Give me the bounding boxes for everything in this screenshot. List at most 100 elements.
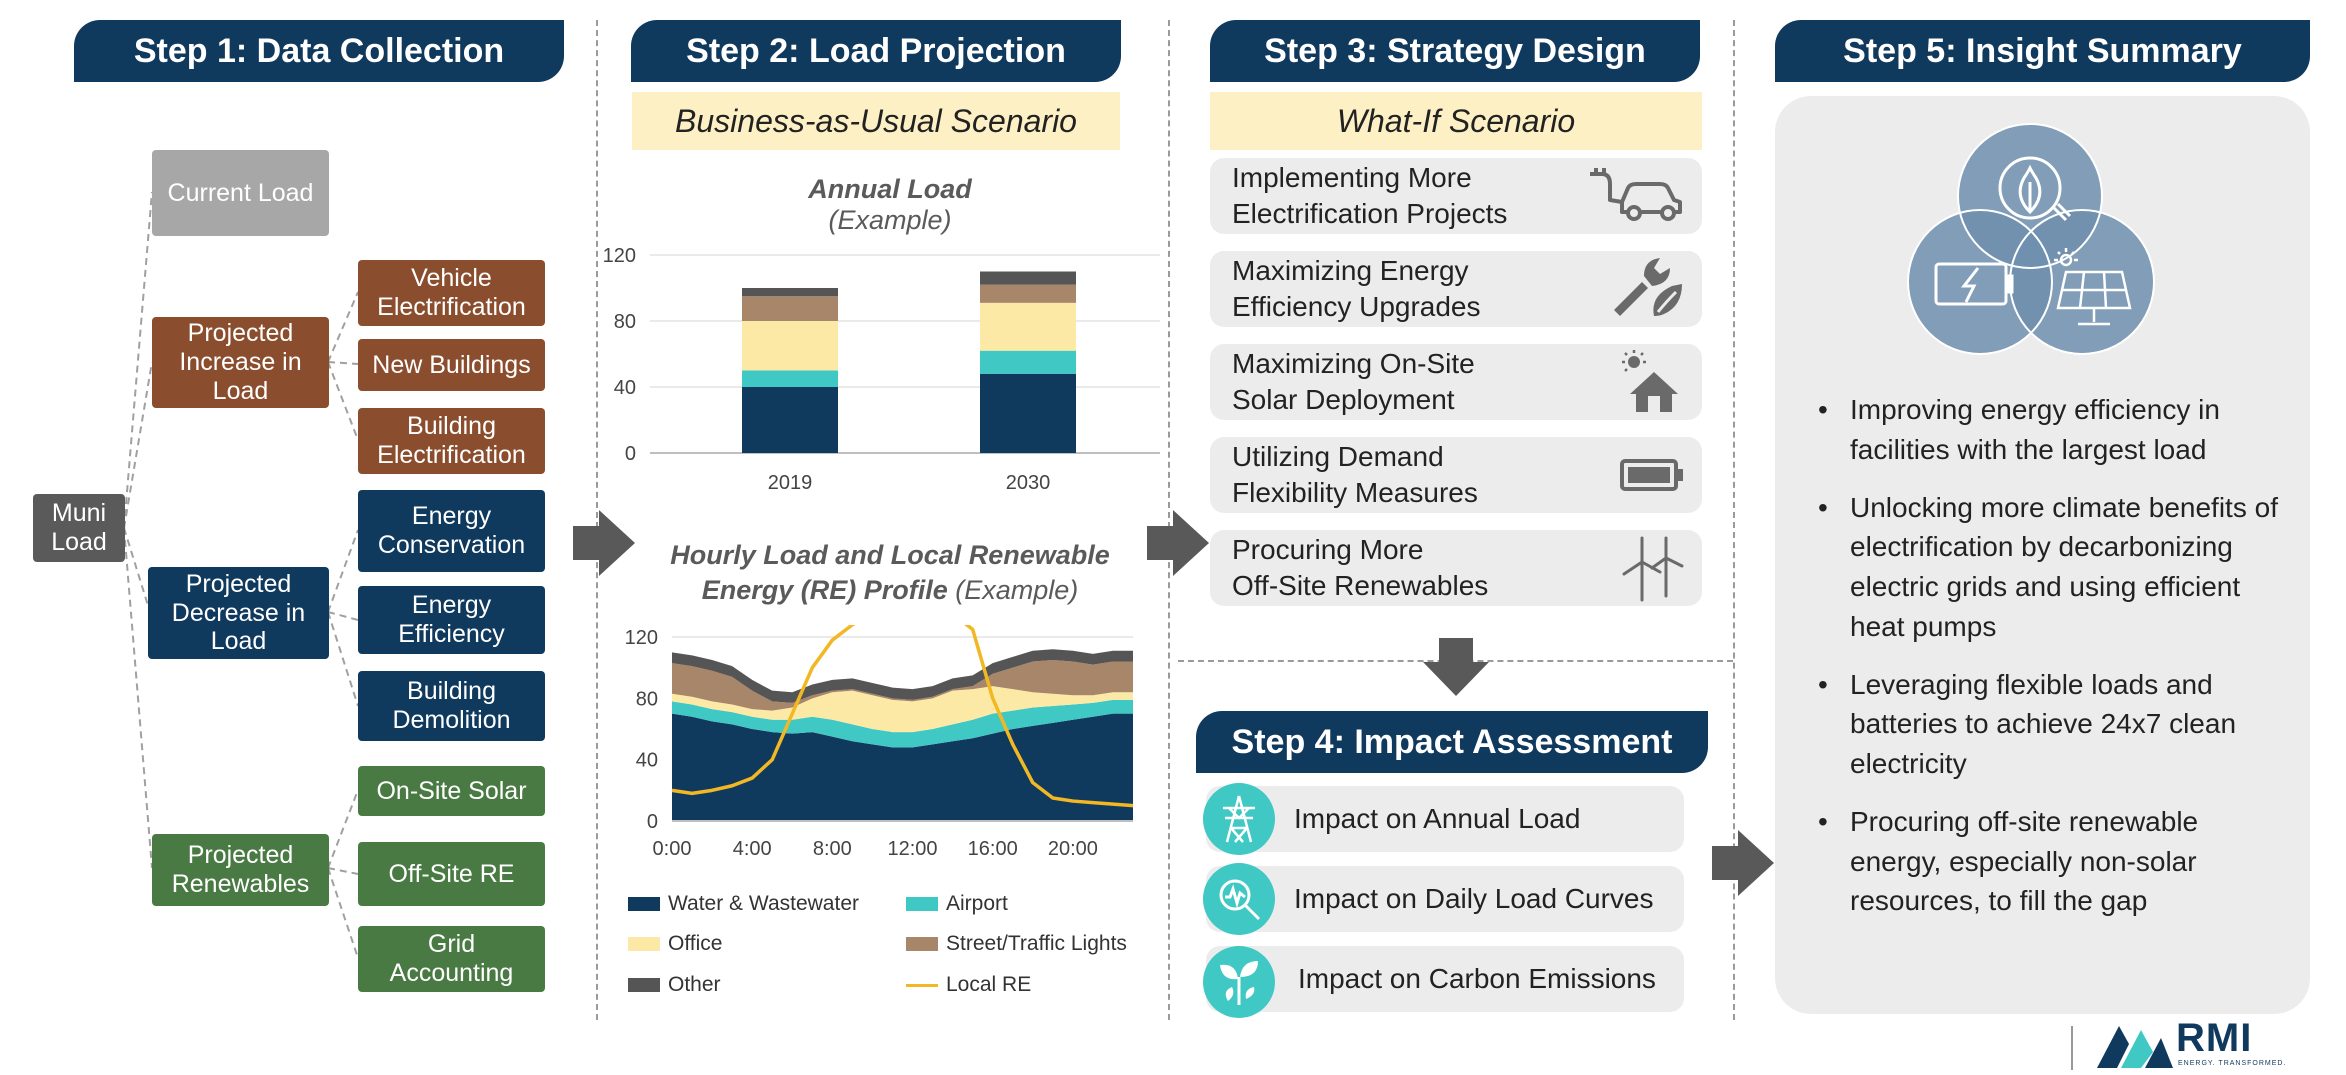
- y-tick-label: 120: [625, 627, 658, 649]
- new-buildings-node: New Buildings: [358, 339, 545, 391]
- battery-charging-icon: [1934, 262, 2014, 306]
- insight-bullet: Procuring off-site renewable energy, esp…: [1816, 802, 2286, 921]
- current-load-node: Current Load: [152, 150, 329, 236]
- step2-scenario-label: Business-as-Usual Scenario: [632, 92, 1120, 150]
- transmission-tower-icon: [1203, 783, 1275, 855]
- hourly-load-title: Hourly Load and Local Renewable Energy (…: [670, 540, 1110, 606]
- x-tick-label: 8:00: [813, 838, 852, 860]
- vehicle-electrification-node: Vehicle Electrification: [358, 260, 545, 326]
- insight-bullet: Unlocking more climate benefits of elect…: [1816, 488, 2286, 647]
- projected-decrease-node: Projected Decrease in Load: [148, 567, 329, 659]
- legend-other: Other: [628, 973, 721, 997]
- step4-header: Step 4: Impact Assessment: [1196, 711, 1708, 773]
- x-tick-label: 16:00: [968, 838, 1018, 860]
- bar-segment: [980, 373, 1076, 453]
- rmi-logo-mark: [2097, 1026, 2173, 1068]
- arrow-step2-to-step3: [1147, 510, 1209, 576]
- area-series: [672, 686, 1133, 733]
- bar-segment: [980, 284, 1076, 303]
- bar-segment: [980, 350, 1076, 374]
- y-tick-label: 40: [614, 377, 636, 399]
- bar-segment: [742, 321, 838, 371]
- x-tick-label: 0:00: [653, 838, 692, 860]
- legend-water: Water & Wastewater: [628, 892, 859, 916]
- y-tick-label: 40: [636, 750, 658, 772]
- strategy-efficiency: Maximizing Energy Efficiency Upgrades: [1210, 251, 1702, 327]
- bar-segment: [742, 370, 838, 387]
- hourly-chart-legend: Water & Wastewater Airport Office Street…: [628, 892, 1158, 1002]
- area-series: [672, 649, 1133, 703]
- annual-load-title: Annual Load (Example): [808, 174, 972, 235]
- legend-office: Office: [628, 932, 722, 956]
- impact-daily-load-curves: Impact on Daily Load Curves: [1206, 866, 1684, 932]
- step1-tree-connectors: [123, 191, 359, 959]
- y-tick-label: 0: [647, 811, 658, 833]
- local-re-line: [671, 625, 1134, 808]
- area-series: [672, 699, 1133, 748]
- area-series: [672, 713, 1133, 821]
- step5-header: Step 5: Insight Summary: [1775, 20, 2310, 82]
- bar-segment: [980, 271, 1076, 285]
- insight-bullet: Leveraging flexible loads and batteries …: [1816, 665, 2286, 784]
- impact-annual-load: Impact on Annual Load: [1206, 786, 1684, 852]
- step1-header: Step 1: Data Collection: [74, 20, 564, 82]
- insight-venn-diagram: [1907, 123, 2155, 355]
- divider-3: [1733, 20, 1735, 1020]
- step3-scenario-label: What-If Scenario: [1210, 92, 1702, 150]
- arrow-step3-to-step4: [1423, 638, 1489, 696]
- insight-bullet: Improving energy efficiency in facilitie…: [1816, 390, 2286, 470]
- arrow-step4-to-step5: [1712, 830, 1774, 896]
- energy-conservation-node: Energy Conservation: [358, 490, 545, 572]
- bar-segment: [742, 288, 838, 297]
- off-site-re-node: Off-Site RE: [358, 842, 545, 906]
- hourly-load-area-chart: 0 40 80 120 0:00 4:00 8:00 12:00 16:00 20:00: [625, 625, 1134, 860]
- x-tick-label: 4:00: [733, 838, 772, 860]
- grid-accounting-node: Grid Accounting: [358, 926, 545, 992]
- divider-2: [1168, 20, 1170, 1020]
- rmi-logo: RMI: [2176, 1016, 2253, 1060]
- building-demolition-node: Building Demolition: [358, 671, 545, 741]
- solar-house-icon: [1622, 350, 1678, 412]
- bar-segment: [980, 302, 1076, 351]
- seedling-icon: [1203, 946, 1275, 1018]
- legend-airport: Airport: [906, 892, 1008, 916]
- x-tick-label: 20:00: [1048, 838, 1098, 860]
- magnifier-chart-icon: [1203, 863, 1275, 935]
- y-tick-label: 80: [614, 311, 636, 333]
- electric-car-icon: [1590, 168, 1682, 221]
- strategy-solar: Maximizing On-Site Solar Deployment: [1210, 344, 1702, 420]
- arrow-step1-to-step2: [573, 510, 635, 576]
- muni-load-node: Muni Load: [33, 494, 125, 562]
- step3-header: Step 3: Strategy Design: [1210, 20, 1700, 82]
- wind-turbine-icon: [1622, 536, 1684, 602]
- projected-increase-node: Projected Increase in Load: [152, 317, 329, 408]
- annual-load-bar-chart: 0 40 80 120 2019 2030: [603, 245, 1160, 494]
- step2-header: Step 2: Load Projection: [631, 20, 1121, 82]
- strategy-offsite-renewables: Procuring More Off-Site Renewables: [1210, 530, 1702, 606]
- energy-efficiency-node: Energy Efficiency: [358, 586, 545, 654]
- legend-local-re: Local RE: [906, 973, 1031, 997]
- impact-carbon-emissions: Impact on Carbon Emissions: [1206, 946, 1684, 1012]
- y-tick-label: 120: [603, 245, 636, 267]
- y-tick-label: 80: [636, 688, 658, 710]
- solar-panel-icon: [2054, 248, 2132, 326]
- insight-bullets: Improving energy efficiency in facilitie…: [1816, 390, 2286, 939]
- bar-segment: [742, 387, 838, 453]
- strategy-demand-flex: Utilizing Demand Flexibility Measures: [1210, 437, 1702, 513]
- divider-1: [596, 20, 598, 1020]
- on-site-solar-node: On-Site Solar: [358, 766, 545, 816]
- y-tick-label: 0: [625, 443, 636, 465]
- leaf-plug-icon: [1998, 156, 2072, 222]
- logo-divider: [2071, 1026, 2073, 1070]
- area-series: [672, 660, 1133, 711]
- x-tick-label: 2030: [1006, 472, 1051, 494]
- legend-street-lights: Street/Traffic Lights: [906, 932, 1127, 956]
- building-electrification-node: Building Electrification: [358, 408, 545, 474]
- projected-renewables-node: Projected Renewables: [152, 834, 329, 906]
- bar-segment: [742, 296, 838, 321]
- battery-icon: [1620, 459, 1683, 491]
- x-tick-label: 12:00: [887, 838, 937, 860]
- rmi-tagline: ENERGY. TRANSFORMED.: [2178, 1060, 2287, 1067]
- x-tick-label: 2019: [768, 472, 813, 494]
- wrench-leaf-icon: [1614, 258, 1682, 316]
